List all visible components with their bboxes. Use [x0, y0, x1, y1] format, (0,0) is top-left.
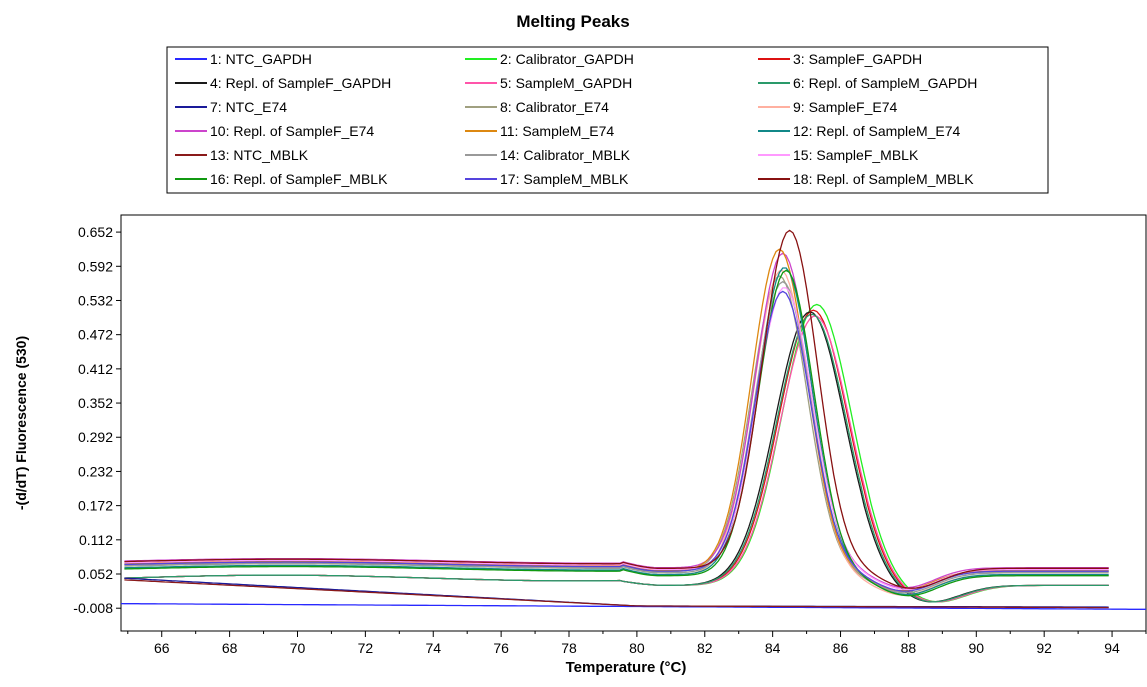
- y-tick-label: 0.652: [78, 224, 113, 240]
- x-tick-label: 90: [969, 640, 985, 656]
- x-tick-label: 66: [154, 640, 170, 656]
- x-tick-label: 68: [222, 640, 238, 656]
- y-axis-label: -(d/dT) Fluorescence (530): [13, 336, 29, 510]
- legend-label: 16: Repl. of SampleF_MBLK: [210, 171, 388, 187]
- y-tick-label: 0.052: [78, 566, 113, 582]
- y-tick-label: 0.412: [78, 361, 113, 377]
- legend-box: [166, 46, 1049, 194]
- legend-label: 5: SampleM_GAPDH: [500, 75, 632, 91]
- legend-label: 1: NTC_GAPDH: [210, 51, 312, 67]
- y-tick-label: 0.232: [78, 463, 113, 479]
- legend-label: 11: SampleM_E74: [500, 123, 614, 139]
- series-line-15: [124, 287, 1109, 591]
- x-tick-label: 82: [697, 640, 713, 656]
- y-tick-label: 0.112: [79, 532, 113, 548]
- legend-label: 9: SampleF_E74: [793, 99, 897, 115]
- y-tick-label: 0.172: [78, 498, 113, 514]
- y-tick-label: 0.592: [78, 258, 113, 274]
- x-tick-label: 94: [1104, 640, 1120, 656]
- legend-label: 10: Repl. of SampleF_E74: [210, 123, 374, 139]
- y-tick-label: -0.008: [73, 600, 113, 616]
- series-line-16: [124, 269, 1109, 597]
- series-line-1: [120, 602, 1146, 610]
- legend-label: 14: Calibrator_MBLK: [500, 147, 631, 163]
- x-tick-label: 78: [561, 640, 577, 656]
- y-tick-label: 0.472: [78, 327, 113, 343]
- series-group: [120, 229, 1146, 610]
- series-line-12: [124, 267, 1109, 596]
- x-tick-label: 84: [765, 640, 781, 656]
- legend-label: 18: Repl. of SampleM_MBLK: [793, 171, 974, 187]
- legend-label: 2: Calibrator_GAPDH: [500, 51, 634, 67]
- y-tick-label: 0.352: [78, 395, 113, 411]
- y-tick-label: 0.532: [78, 292, 113, 308]
- legend-label: 12: Repl. of SampleM_E74: [793, 123, 961, 139]
- chart-title: Melting Peaks: [516, 12, 629, 31]
- x-tick-label: 76: [493, 640, 509, 656]
- series-line-18: [124, 229, 1109, 589]
- x-tick-label: 88: [901, 640, 917, 656]
- y-axis: -0.008 0.052 0.112 0.172 0.232 0.292 0.352 0.41…: [73, 224, 121, 616]
- x-tick-label: 70: [290, 640, 306, 656]
- x-tick-label: 92: [1036, 640, 1052, 656]
- x-tick-label: 80: [629, 640, 645, 656]
- series-line-6: [124, 313, 1109, 603]
- y-tick-label: 0.292: [78, 429, 113, 445]
- legend: 1: NTC_GAPDH 2: Calibrator_GAPDH 3: Sample…: [175, 51, 977, 187]
- legend-label: 13: NTC_MBLK: [210, 147, 309, 163]
- legend-label: 4: Repl. of SampleF_GAPDH: [210, 75, 391, 91]
- x-axis: 66 68 70 72 74 76 78 80 82 84 86 88 90 92 94: [127, 631, 1147, 656]
- legend-label: 15: SampleF_MBLK: [793, 147, 919, 163]
- x-tick-label: 74: [425, 640, 441, 656]
- legend-label: 17: SampleM_MBLK: [500, 171, 629, 187]
- x-tick-label: 72: [358, 640, 374, 656]
- series-line-13: [124, 579, 1109, 609]
- legend-label: 3: SampleF_GAPDH: [793, 51, 922, 67]
- series-line-14: [124, 280, 1109, 594]
- legend-label: 8: Calibrator_E74: [500, 99, 609, 115]
- x-axis-label: Temperature (°C): [566, 659, 687, 676]
- legend-label: 7: NTC_E74: [210, 99, 287, 115]
- x-tick-label: 86: [833, 640, 849, 656]
- legend-label: 6: Repl. of SampleM_GAPDH: [793, 75, 977, 91]
